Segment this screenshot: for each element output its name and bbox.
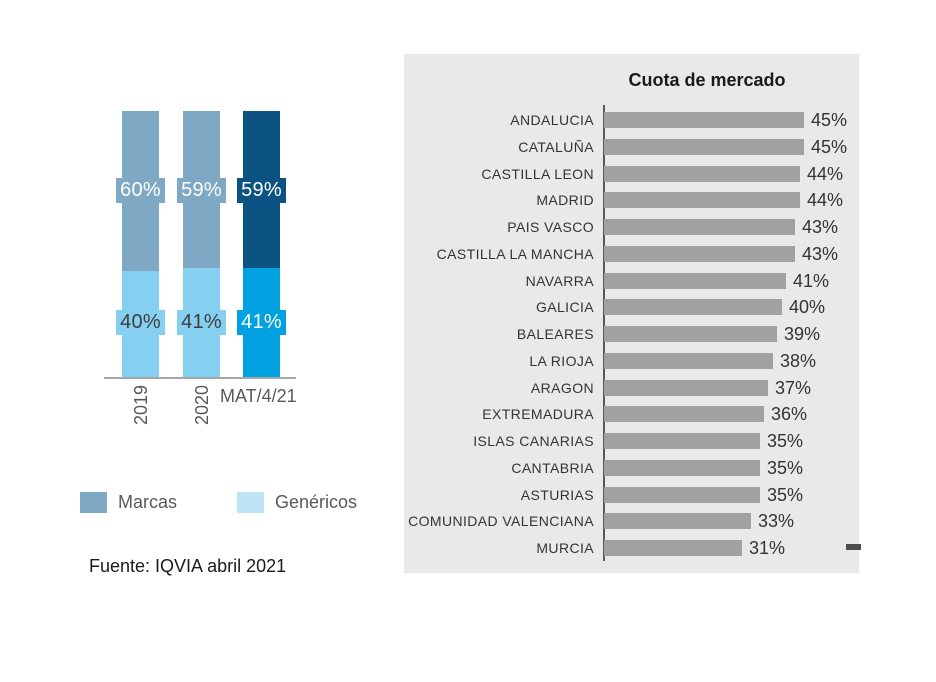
bar-value-label-marcas: 60% xyxy=(116,178,165,203)
hbar-value-label: 39% xyxy=(784,324,821,344)
bar-value-label-marcas: 59% xyxy=(177,178,226,203)
region-label: MADRID xyxy=(536,192,594,208)
x-tick-2020: 2020 xyxy=(192,384,212,426)
region-label: LA RIOJA xyxy=(529,353,594,369)
region-label: MURCIA xyxy=(536,540,594,556)
hbar xyxy=(604,166,800,182)
region-label: COMUNIDAD VALENCIANA xyxy=(408,513,594,529)
x-tick-mat-4-21: MAT/4/21 xyxy=(220,386,297,406)
hbar xyxy=(604,219,795,235)
hbar-value-label: 35% xyxy=(767,485,804,505)
hbar xyxy=(604,139,804,155)
hbar xyxy=(604,380,768,396)
hbar-value-label: 35% xyxy=(767,458,804,478)
region-label: PAIS VASCO xyxy=(507,219,594,235)
region-label: ANDALUCIA xyxy=(510,112,594,128)
hbar xyxy=(604,299,782,315)
market-share-panel: Cuota de mercado ANDALUCIA 45% CATALUÑA 45%… xyxy=(404,54,861,573)
hbar xyxy=(604,460,760,476)
region-label: ASTURIAS xyxy=(520,487,594,503)
hbar xyxy=(604,326,777,342)
region-label: ARAGON xyxy=(530,380,594,396)
marcas-color-swatch xyxy=(80,492,107,513)
hbar-value-label: 44% xyxy=(807,190,844,210)
hbar-value-label: 35% xyxy=(767,431,804,451)
hbar xyxy=(604,112,804,128)
hbar-value-label: 40% xyxy=(789,297,826,317)
scrollbar-dash xyxy=(846,544,861,550)
hbar-value-label: 31% xyxy=(749,538,786,558)
hbar xyxy=(604,192,800,208)
region-label: NAVARRA xyxy=(525,273,594,289)
legend-label-genericos: Genéricos xyxy=(275,492,358,512)
genericos-color-swatch xyxy=(237,492,264,513)
legend-item-genericos: Genéricos xyxy=(237,492,357,513)
region-label: CANTABRIA xyxy=(511,460,594,476)
x-axis-line xyxy=(104,377,296,379)
legend-item-marcas: Marcas xyxy=(80,492,177,513)
x-tick-2019: 2019 xyxy=(131,384,151,426)
hbar xyxy=(604,273,786,289)
hbar-value-label: 41% xyxy=(793,271,830,291)
region-label: CASTILLA LEON xyxy=(481,166,594,182)
source-note: Fuente: IQVIA abril 2021 xyxy=(89,556,287,576)
region-label: BALEARES xyxy=(516,326,594,342)
bar-value-label-genericos: 41% xyxy=(177,310,226,335)
hbar-value-label: 44% xyxy=(807,164,844,184)
bar-value-label-genericos: 41% xyxy=(237,310,286,335)
bar-value-label-genericos: 40% xyxy=(116,310,165,335)
hbar-value-label: 33% xyxy=(758,511,795,531)
chart-title: Cuota de mercado xyxy=(628,70,786,90)
hbar xyxy=(604,246,795,262)
hbar-rows: ANDALUCIA 45% CATALUÑA 45% CASTILLA LEON 44% M… xyxy=(404,54,859,573)
hbar-value-label: 45% xyxy=(811,110,848,130)
hbar xyxy=(604,433,760,449)
legend-label-marcas: Marcas xyxy=(118,492,178,512)
hbar-value-label: 38% xyxy=(780,351,817,371)
hbar-value-label: 37% xyxy=(775,378,812,398)
region-label: CASTILLA LA MANCHA xyxy=(436,246,594,262)
hbar-value-label: 43% xyxy=(802,244,839,264)
hbar xyxy=(604,487,760,503)
bar-value-label-marcas: 59% xyxy=(237,178,286,203)
region-label: CATALUÑA xyxy=(518,139,594,155)
hbar xyxy=(604,513,751,529)
hbar-value-label: 43% xyxy=(802,217,839,237)
hbar xyxy=(604,406,764,422)
region-label: GALICIA xyxy=(535,299,594,315)
hbar-value-label: 45% xyxy=(811,137,848,157)
region-label: EXTREMADURA xyxy=(482,406,594,422)
hbar xyxy=(604,540,742,556)
region-label: ISLAS CANARIAS xyxy=(473,433,594,449)
hbar-value-label: 36% xyxy=(771,404,808,424)
hbar xyxy=(604,353,773,369)
